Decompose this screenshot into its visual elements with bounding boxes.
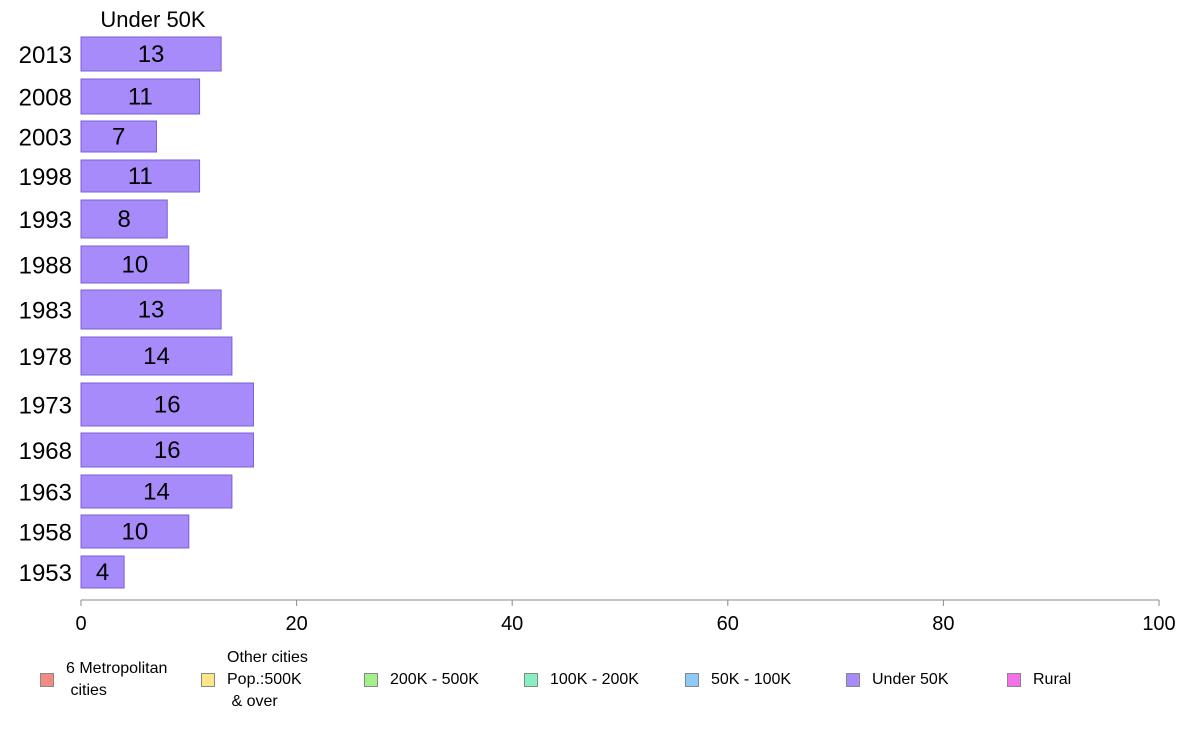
category-label: 2008 <box>19 85 72 112</box>
category-label: 1973 <box>19 393 72 420</box>
legend-label: 50K - 100K <box>711 671 792 688</box>
legend-swatch <box>201 673 215 687</box>
bar <box>80 199 168 239</box>
legend-swatch <box>846 673 860 687</box>
category-label: 1958 <box>19 520 72 547</box>
legend-label: Other cities Pop.:500K & over <box>227 649 308 710</box>
legend-item: Other cities Pop.:500K & over <box>201 647 308 713</box>
bar-value-label: 11 <box>128 84 153 111</box>
x-tick-label: 40 <box>501 613 523 635</box>
bar <box>80 555 125 589</box>
legend-swatch <box>524 673 538 687</box>
bar <box>80 159 201 193</box>
bar <box>80 382 254 427</box>
bar-value-label: 14 <box>143 479 170 506</box>
category-label: 2013 <box>19 42 72 69</box>
bar <box>80 245 190 284</box>
legend-item: 6 Metropolitan cities <box>40 658 167 702</box>
bar <box>80 474 233 509</box>
bar-value-label: 7 <box>112 124 125 151</box>
bar-value-label: 16 <box>154 437 181 464</box>
bar <box>80 36 222 72</box>
legend-swatch <box>685 673 699 687</box>
bar <box>80 514 190 549</box>
legend-item: 100K - 200K <box>524 669 639 691</box>
category-label: 1983 <box>19 298 72 325</box>
legend-label: 200K - 500K <box>390 671 479 688</box>
bar <box>80 120 157 153</box>
bar-value-label: 8 <box>117 206 130 233</box>
x-axis: 0 20 40 60 80 100 <box>75 599 1176 635</box>
category-label: 1978 <box>19 344 72 371</box>
legend: 6 Metropolitan cities Other cities Pop.:5… <box>0 646 1188 726</box>
category-label: 1953 <box>19 560 72 587</box>
bar-value-label: 13 <box>138 297 165 324</box>
bar <box>80 289 222 330</box>
bar-value-label: 16 <box>154 392 181 419</box>
legend-item: Under 50K <box>846 669 949 691</box>
bar-value-label: 11 <box>128 163 153 190</box>
category-label: 1968 <box>19 438 72 465</box>
x-tick-label: 100 <box>1142 613 1175 635</box>
legend-item: 50K - 100K <box>685 669 791 691</box>
legend-label: 6 Metropolitan cities <box>66 660 168 699</box>
legend-label: Under 50K <box>872 671 949 688</box>
legend-label: 100K - 200K <box>550 671 639 688</box>
category-label: 1963 <box>19 480 72 507</box>
legend-item: Rural <box>1007 669 1071 691</box>
legend-swatch <box>1007 673 1021 687</box>
bars-group: 2013 13 2008 11 2003 7 1998 11 1993 8 1988 10 1983 13… <box>19 36 254 589</box>
bar-value-label: 13 <box>138 41 165 68</box>
x-tick-label: 0 <box>75 613 86 635</box>
legend-label: Rural <box>1033 671 1072 688</box>
bar <box>80 78 201 115</box>
bar-value-label: 14 <box>143 343 170 370</box>
x-tick-label: 80 <box>932 613 954 635</box>
chart-title: Under 50K <box>100 7 206 32</box>
category-label: 1988 <box>19 253 72 280</box>
bar-value-label: 10 <box>122 519 149 546</box>
legend-item: 200K - 500K <box>364 669 479 691</box>
x-tick-label: 60 <box>717 613 739 635</box>
legend-swatch <box>364 673 378 687</box>
category-label: 2003 <box>19 125 72 152</box>
bar-value-label: 4 <box>96 559 109 586</box>
legend-swatch <box>40 673 54 687</box>
bar-value-label: 10 <box>122 252 149 279</box>
category-label: 1998 <box>19 164 72 191</box>
bar <box>80 432 254 468</box>
x-tick-label: 20 <box>285 613 307 635</box>
bar <box>80 336 233 376</box>
category-label: 1993 <box>19 207 72 234</box>
